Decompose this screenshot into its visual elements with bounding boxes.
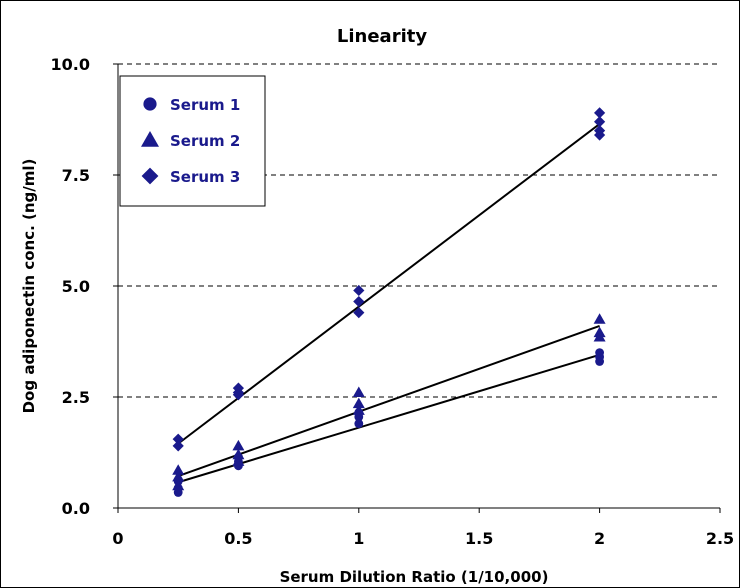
tick-labels: 0.0 2.5 5.0 7.5 10.0 0 0.5 1 1.5 2 2.5 bbox=[51, 55, 735, 548]
data-point bbox=[172, 479, 185, 491]
data-point bbox=[353, 307, 365, 319]
axes bbox=[113, 63, 721, 513]
data-point bbox=[232, 382, 244, 394]
legend-marker bbox=[143, 97, 157, 111]
x-tick-label: 0.5 bbox=[224, 529, 252, 548]
data-point bbox=[353, 295, 365, 308]
data-point bbox=[593, 326, 606, 338]
y-tick-label: 10.0 bbox=[51, 55, 90, 74]
data-point bbox=[594, 116, 606, 128]
x-tick-label: 0 bbox=[112, 529, 123, 548]
x-tick-label: 1 bbox=[353, 529, 364, 548]
chart-title: Linearity bbox=[337, 26, 427, 47]
data-point bbox=[172, 464, 185, 475]
x-tick-label: 2 bbox=[594, 529, 605, 548]
legend-box bbox=[119, 75, 266, 207]
x-tick-label: 1.5 bbox=[465, 529, 493, 548]
legend-label: Serum 2 bbox=[170, 132, 240, 150]
data-point bbox=[352, 386, 365, 398]
y-tick-label: 0.0 bbox=[62, 499, 90, 518]
data-points bbox=[172, 107, 606, 497]
legend-marker bbox=[141, 167, 159, 185]
data-point bbox=[594, 107, 606, 119]
data-point bbox=[354, 419, 364, 429]
y-axis-title: Dog adiponectin conc. (ng/ml) bbox=[20, 159, 38, 414]
fit-line bbox=[177, 325, 600, 477]
legend-label: Serum 1 bbox=[170, 96, 240, 114]
data-point bbox=[595, 348, 604, 357]
data-point bbox=[594, 125, 606, 137]
fit-line bbox=[177, 353, 600, 484]
data-point bbox=[352, 397, 365, 409]
data-point bbox=[172, 433, 184, 445]
y-tick-label: 5.0 bbox=[62, 277, 90, 296]
y-tick-label: 7.5 bbox=[62, 166, 90, 185]
x-tick-label: 2.5 bbox=[706, 529, 734, 548]
legend-marker bbox=[141, 131, 159, 147]
data-point bbox=[593, 313, 606, 324]
legend: Serum 1 Serum 2 Serum 3 bbox=[119, 75, 266, 207]
data-point bbox=[353, 284, 365, 297]
legend-label: Serum 3 bbox=[170, 168, 240, 186]
data-point bbox=[232, 455, 245, 466]
fit-line bbox=[177, 123, 601, 445]
data-point bbox=[232, 448, 245, 460]
y-tick-label: 2.5 bbox=[62, 388, 90, 407]
x-axis-title: Serum Dilution Ratio (1/10,000) bbox=[280, 568, 549, 586]
data-point bbox=[172, 440, 184, 452]
data-point bbox=[232, 439, 245, 451]
data-point bbox=[172, 470, 185, 482]
fit-lines bbox=[177, 123, 601, 484]
data-point bbox=[352, 404, 365, 415]
